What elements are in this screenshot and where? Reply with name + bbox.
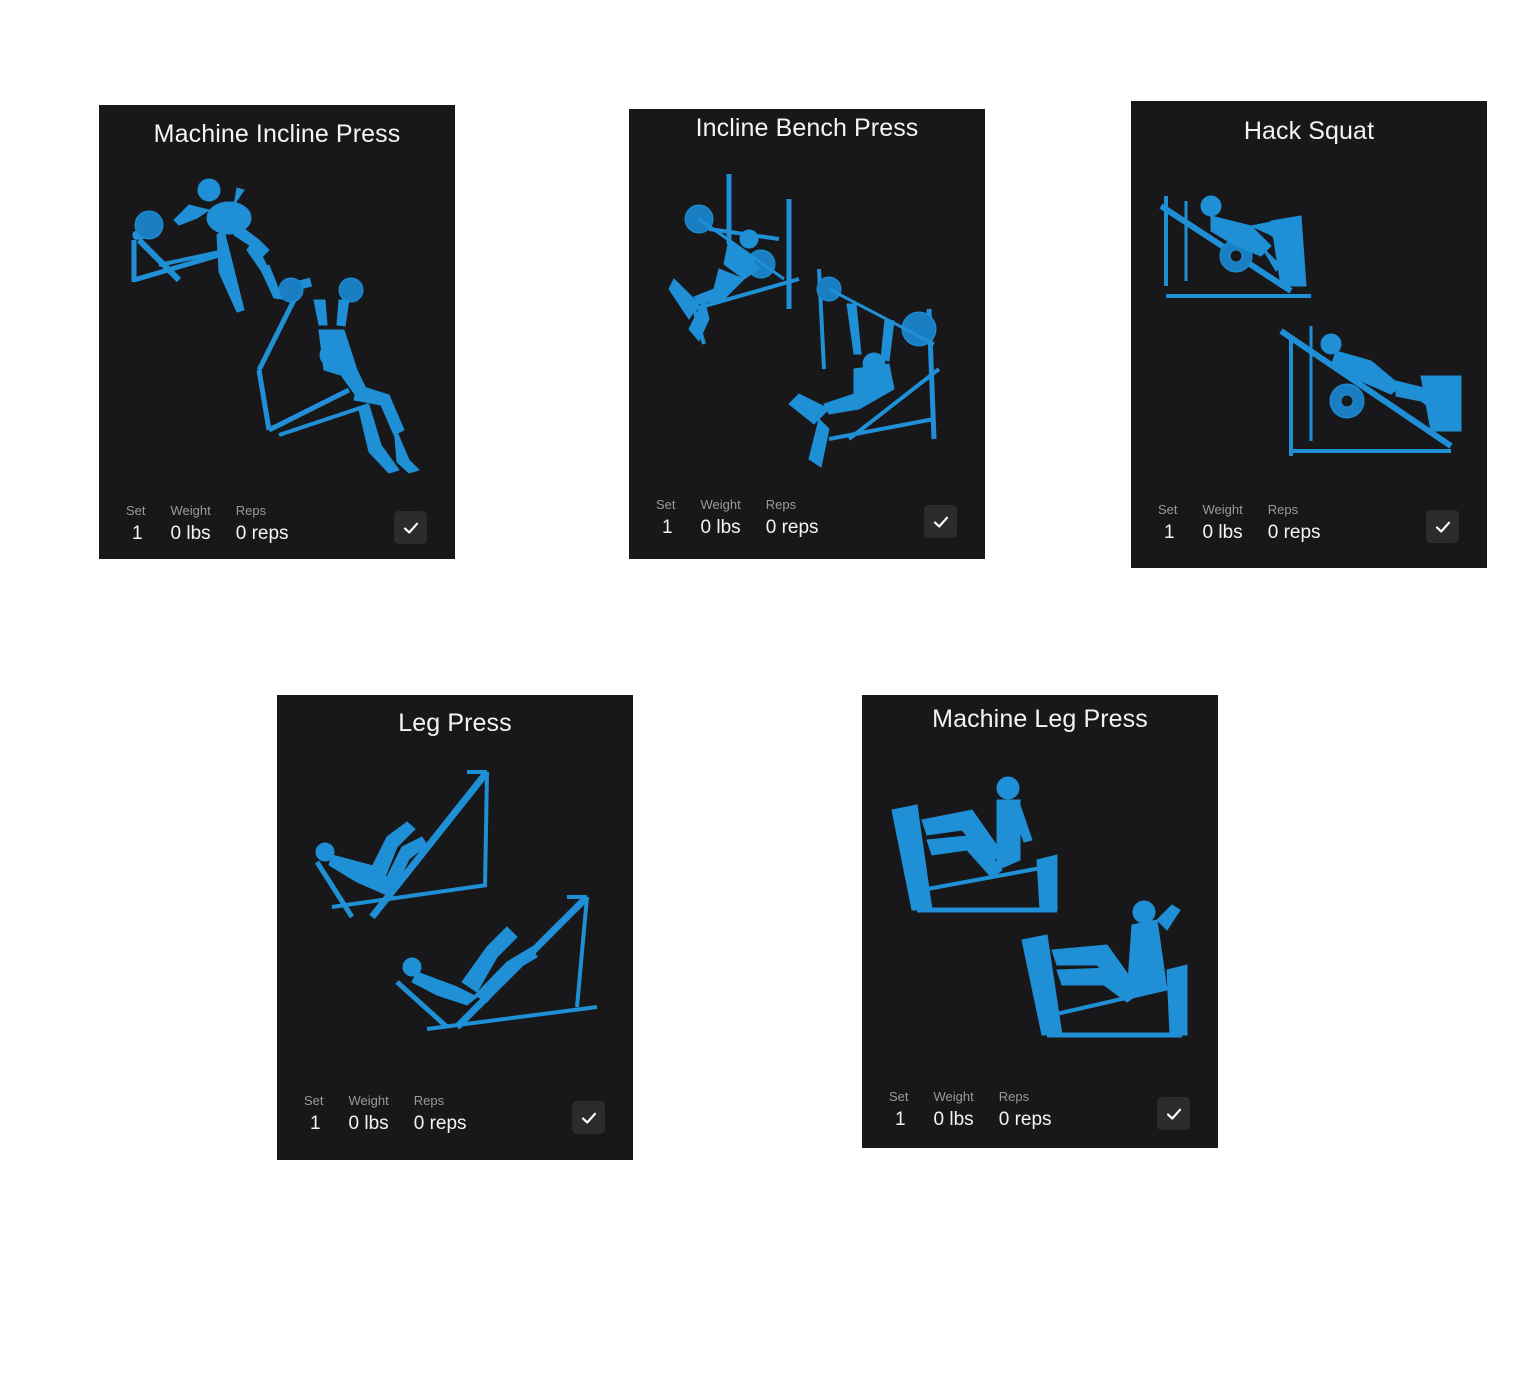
weight-label: Weight <box>348 1093 389 1108</box>
exercise-title: Hack Squat <box>1243 117 1375 145</box>
weight-stat[interactable]: Weight 0 lbs <box>171 503 211 547</box>
complete-set-button[interactable] <box>1157 1097 1190 1130</box>
exercise-title: Incline Bench Press <box>695 114 919 142</box>
set-stats: Set 1 Weight 0 lbs Reps 0 reps <box>126 503 314 547</box>
reps-value[interactable]: 0 reps <box>998 1109 1052 1130</box>
set-value: 1 <box>132 523 143 544</box>
set-value: 1 <box>662 517 673 538</box>
hack-squat-illustration <box>1151 176 1467 466</box>
set-stats: Set 1 Weight 0 lbs Reps 0 reps <box>304 1093 492 1137</box>
machine-incline-press-illustration <box>119 170 435 480</box>
weight-label: Weight <box>1202 502 1243 517</box>
reps-label: Reps <box>765 497 797 512</box>
complete-set-button[interactable] <box>572 1101 605 1134</box>
weight-stat[interactable]: Weight 0 lbs <box>701 497 741 541</box>
reps-label: Reps <box>1267 502 1299 517</box>
weight-label: Weight <box>700 497 741 512</box>
set-stat: Set 1 <box>656 497 676 541</box>
complete-set-button[interactable] <box>924 505 957 538</box>
reps-stat[interactable]: Reps 0 reps <box>766 497 819 541</box>
set-stat: Set 1 <box>126 503 146 547</box>
exercise-title: Leg Press <box>398 709 512 737</box>
exercise-card-hack-squat[interactable]: Hack Squat <box>1131 101 1487 568</box>
set-value: 1 <box>1164 522 1175 543</box>
exercise-card-incline-bench-press[interactable]: Incline Bench Press <box>629 109 985 559</box>
weight-stat[interactable]: Weight 0 lbs <box>934 1089 974 1133</box>
weight-value[interactable]: 0 lbs <box>348 1113 389 1134</box>
set-label: Set <box>304 1093 324 1108</box>
set-label: Set <box>889 1089 909 1104</box>
set-value: 1 <box>310 1113 321 1134</box>
reps-stat[interactable]: Reps 0 reps <box>236 503 289 547</box>
check-icon <box>1435 521 1450 533</box>
reps-stat[interactable]: Reps 0 reps <box>414 1093 467 1137</box>
reps-value[interactable]: 0 reps <box>765 517 819 538</box>
set-stat: Set 1 <box>1158 502 1178 546</box>
reps-label: Reps <box>998 1089 1030 1104</box>
weight-stat[interactable]: Weight 0 lbs <box>349 1093 389 1137</box>
weight-value[interactable]: 0 lbs <box>933 1109 974 1130</box>
set-stats: Set 1 Weight 0 lbs Reps 0 reps <box>889 1089 1077 1133</box>
leg-press-illustration <box>297 767 613 1047</box>
set-stats: Set 1 Weight 0 lbs Reps 0 reps <box>1158 502 1346 546</box>
check-icon <box>581 1112 596 1124</box>
complete-set-button[interactable] <box>394 511 427 544</box>
reps-label: Reps <box>413 1093 445 1108</box>
exercise-card-leg-press[interactable]: Leg Press <box>277 695 633 1160</box>
check-icon <box>1166 1108 1181 1120</box>
weight-value[interactable]: 0 lbs <box>700 517 741 538</box>
reps-stat[interactable]: Reps 0 reps <box>999 1089 1052 1133</box>
reps-value[interactable]: 0 reps <box>413 1113 467 1134</box>
weight-label: Weight <box>170 503 211 518</box>
reps-value[interactable]: 0 reps <box>1267 522 1321 543</box>
weight-label: Weight <box>933 1089 974 1104</box>
machine-leg-press-illustration <box>882 770 1198 1050</box>
incline-bench-press-illustration <box>649 169 965 479</box>
weight-stat[interactable]: Weight 0 lbs <box>1203 502 1243 546</box>
exercise-title: Machine Incline Press <box>153 120 401 148</box>
exercise-title: Machine Leg Press <box>932 705 1148 733</box>
exercise-card-machine-leg-press[interactable]: Machine Leg Press <box>862 695 1218 1148</box>
set-stat: Set 1 <box>304 1093 324 1137</box>
check-icon <box>933 516 948 528</box>
exercise-card-machine-incline-press[interactable]: Machine Incline Press <box>99 105 455 559</box>
complete-set-button[interactable] <box>1426 510 1459 543</box>
check-icon <box>403 522 418 534</box>
set-stat: Set 1 <box>889 1089 909 1133</box>
set-label: Set <box>126 503 146 518</box>
set-label: Set <box>1158 502 1178 517</box>
set-value: 1 <box>895 1109 906 1130</box>
reps-label: Reps <box>235 503 267 518</box>
set-stats: Set 1 Weight 0 lbs Reps 0 reps <box>656 497 844 541</box>
weight-value[interactable]: 0 lbs <box>170 523 211 544</box>
weight-value[interactable]: 0 lbs <box>1202 522 1243 543</box>
reps-stat[interactable]: Reps 0 reps <box>1268 502 1321 546</box>
set-label: Set <box>656 497 676 512</box>
reps-value[interactable]: 0 reps <box>235 523 289 544</box>
